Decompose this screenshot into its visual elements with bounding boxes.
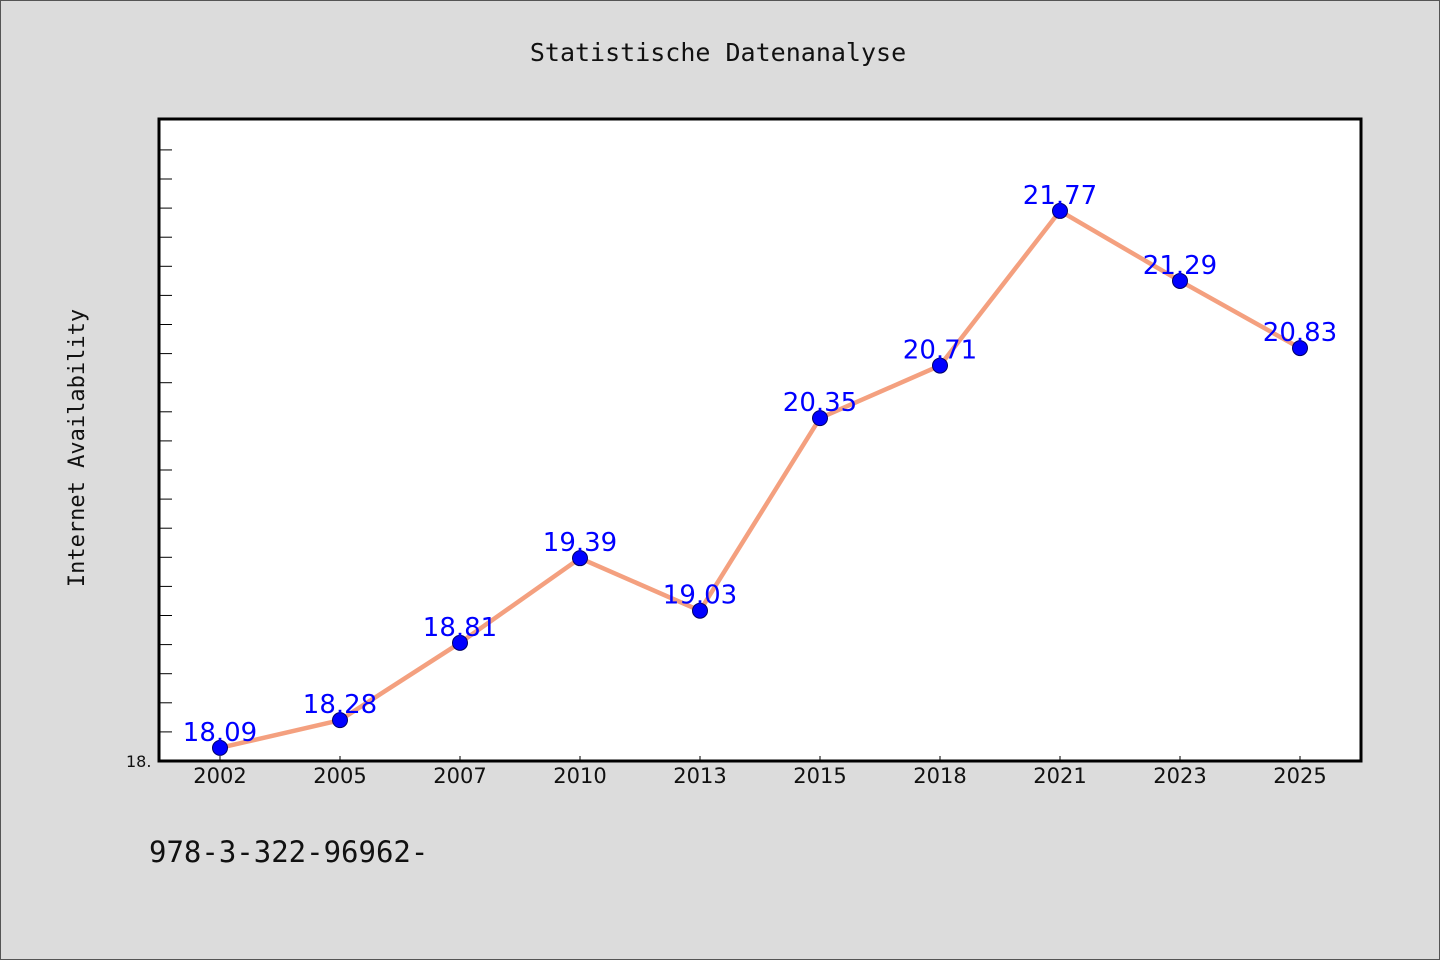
data-label: 20.71 [903,336,977,366]
data-point [932,357,948,374]
x-tick-label: 2025 [1273,764,1326,788]
data-labels: 18.09 18.28 18.81 19.39 19.03 20.35 20.71 21.77… [183,181,1337,748]
plot-area [157,117,1363,763]
x-tick-label: 2015 [793,764,846,788]
data-point [452,634,468,651]
series-line [217,208,1303,751]
data-label: 18.09 [183,718,257,748]
chart-title: Statistische Datenanalyse [530,38,906,67]
y-axis-label: Internet Availability [65,309,90,587]
data-point [812,410,828,427]
y-minor-ticks [159,149,172,733]
data-label: 19.03 [663,581,737,611]
x-axis-ticks: 2002 2005 2007 2010 2013 2015 2018 2021 2023 2025 [193,756,1327,788]
data-label: 18.81 [423,613,497,643]
x-tick-label: 2018 [913,764,966,788]
x-tick-label: 2010 [553,764,606,788]
y-tick-label: 18. [126,752,151,771]
data-point [1292,340,1308,357]
x-tick-label: 2002 [193,764,246,788]
data-label: 21.77 [1023,181,1097,211]
data-label: 19.39 [543,528,617,558]
data-point [572,550,588,567]
footer-text: 978-3-322-96962- [149,835,428,869]
data-point [212,739,228,756]
data-point [332,712,348,729]
x-tick-label: 2005 [313,764,366,788]
data-point [1172,272,1188,289]
x-tick-label: 2007 [433,764,486,788]
x-tick-label: 2021 [1033,764,1086,788]
x-tick-label: 2023 [1153,764,1206,788]
x-tick-label: 2013 [673,764,726,788]
data-label: 20.35 [783,388,857,418]
data-label: 21.29 [1143,251,1217,281]
series-line-group [217,208,1303,751]
data-label: 18.28 [303,690,377,720]
data-point [692,602,708,619]
data-point [1052,202,1068,219]
data-markers [212,202,1308,756]
data-label: 20.83 [1263,318,1337,348]
